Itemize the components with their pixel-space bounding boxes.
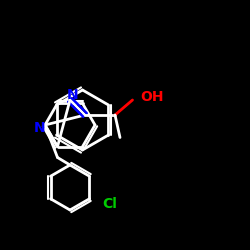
Text: N: N xyxy=(67,88,78,102)
Text: Cl: Cl xyxy=(102,197,117,211)
Text: OH: OH xyxy=(140,90,164,104)
Text: N: N xyxy=(34,120,46,134)
